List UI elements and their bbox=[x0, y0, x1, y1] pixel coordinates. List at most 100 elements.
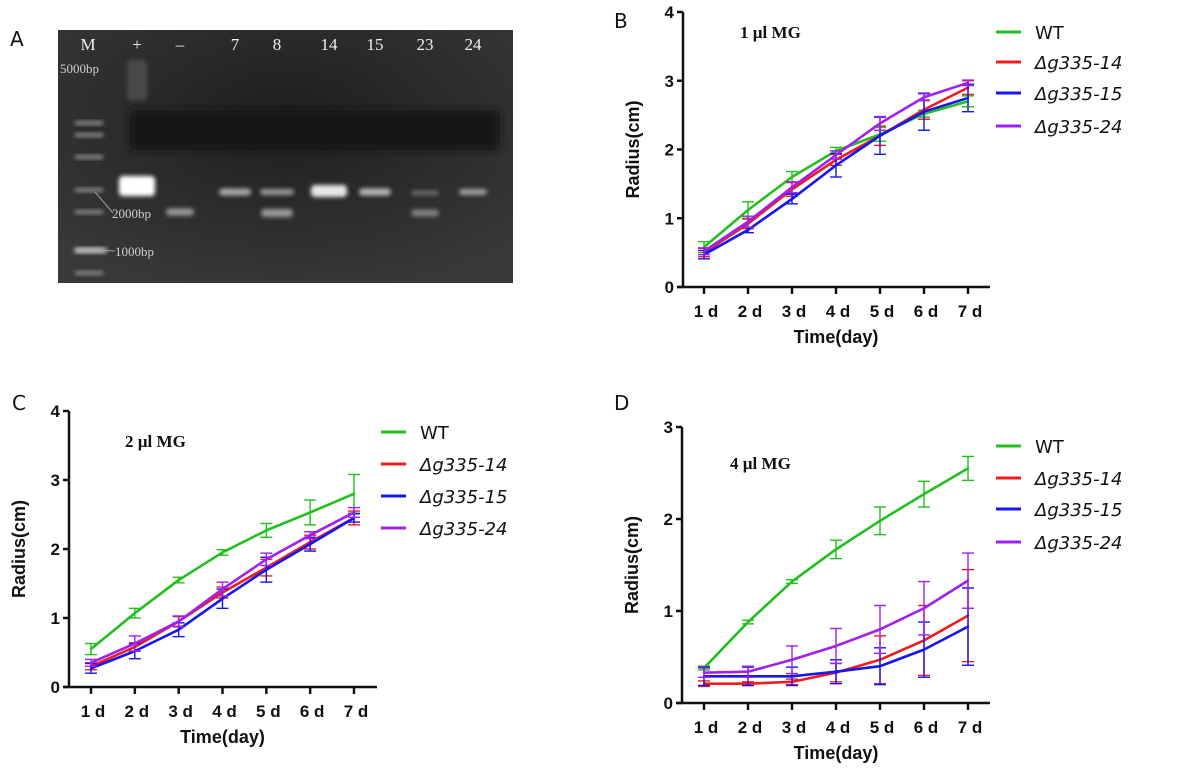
condition-annotation: 2 µl MG bbox=[125, 432, 186, 451]
gel-band bbox=[311, 185, 347, 197]
x-tick-label: 5 d bbox=[870, 302, 895, 321]
data-point bbox=[221, 551, 224, 554]
ladder-band bbox=[75, 133, 103, 137]
gel-lane-label: 23 bbox=[417, 35, 434, 54]
x-tick-label: 7 d bbox=[958, 302, 983, 321]
gel-lane-label: 14 bbox=[321, 35, 339, 54]
series-mutant-3 bbox=[698, 79, 974, 256]
data-point bbox=[922, 607, 926, 610]
data-point bbox=[790, 175, 794, 179]
series-mutant-3 bbox=[85, 506, 360, 667]
gel-lane-label: – bbox=[175, 35, 185, 54]
legend-label: Δg335-15 bbox=[418, 487, 508, 508]
gel-band bbox=[166, 208, 194, 216]
ladder-band bbox=[75, 121, 103, 125]
y-axis-title: Radius(cm) bbox=[9, 500, 29, 598]
marker-size-label: 5000bp bbox=[60, 61, 99, 76]
data-point bbox=[746, 620, 750, 624]
data-point bbox=[746, 228, 750, 232]
y-axis-title: Radius(cm) bbox=[622, 516, 642, 614]
data-point bbox=[746, 220, 750, 223]
series-wt bbox=[85, 473, 360, 656]
chart-panel-b: 0 1 2 3 4 1 d 2 d 3 d 4 d 5 d 6 d 7 d Time(day) Radiu… bbox=[623, 3, 1123, 347]
marker-pointer bbox=[94, 191, 114, 214]
y-tick-label: 0 bbox=[665, 278, 674, 297]
ladder-band bbox=[75, 188, 103, 192]
legend-label: WT bbox=[420, 423, 450, 444]
data-point bbox=[790, 580, 794, 583]
data-point bbox=[922, 110, 926, 113]
data-point bbox=[702, 671, 706, 674]
data-point bbox=[308, 511, 312, 514]
legend-label: Δg335-14 bbox=[418, 455, 508, 476]
ladder-band bbox=[75, 271, 103, 275]
legend-label: Δg335-24 bbox=[1033, 117, 1123, 138]
chart-panel-c: 0 1 2 3 4 1 d 2 d 3 d 4 d 5 d 6 d 7 d Time(day) Radiu… bbox=[9, 402, 508, 747]
x-tick-label: 2 d bbox=[738, 302, 763, 321]
series-wt bbox=[698, 455, 974, 671]
gel-lane-label: 15 bbox=[367, 35, 384, 54]
y-tick-label: 1 bbox=[665, 209, 674, 228]
y-tick-label: 2 bbox=[664, 510, 673, 529]
data-point bbox=[221, 587, 224, 591]
gel-lane-label: 7 bbox=[231, 35, 240, 54]
data-point bbox=[746, 208, 750, 212]
data-point bbox=[878, 665, 882, 668]
x-tick-label: 5 d bbox=[256, 702, 281, 721]
gel-band bbox=[411, 209, 439, 217]
data-point bbox=[878, 122, 882, 125]
panel-label-d: D bbox=[614, 391, 629, 415]
gel-dark-region bbox=[130, 110, 500, 150]
x-axis-title: Time(day) bbox=[794, 743, 879, 763]
x-tick-label: 3 d bbox=[168, 702, 193, 721]
x-tick-label: 2 d bbox=[125, 702, 150, 721]
legend-label: Δg335-15 bbox=[1033, 500, 1123, 521]
x-tick-label: 4 d bbox=[212, 702, 237, 721]
gel-band bbox=[119, 176, 155, 196]
x-tick-label: 1 d bbox=[694, 302, 719, 321]
gel-image: M + – 7 8 14 15 23 24 5000bp 2000bp 1000bp bbox=[58, 30, 513, 283]
y-tick-label: 3 bbox=[665, 72, 674, 91]
data-point bbox=[133, 642, 137, 645]
gel-band bbox=[459, 189, 487, 195]
gel-band bbox=[359, 188, 391, 196]
gel-lane-label: 24 bbox=[465, 35, 483, 54]
data-point bbox=[966, 467, 970, 470]
x-tick-label: 1 d bbox=[694, 718, 719, 737]
gel-band bbox=[261, 209, 293, 217]
gel-band bbox=[219, 188, 251, 196]
data-point bbox=[834, 153, 838, 157]
data-point bbox=[834, 644, 838, 648]
panel-label-c: C bbox=[12, 391, 26, 415]
gel-lane-label: 8 bbox=[273, 35, 282, 54]
x-tick-label: 2 d bbox=[738, 718, 763, 737]
marker-size-label: 1000bp bbox=[115, 244, 154, 259]
data-point bbox=[966, 96, 970, 100]
panel-label-a: A bbox=[10, 27, 24, 51]
gel-band bbox=[127, 60, 147, 100]
legend-label: Δg335-15 bbox=[1033, 84, 1123, 105]
x-tick-label: 4 d bbox=[826, 302, 851, 321]
x-axis-title: Time(day) bbox=[180, 727, 265, 747]
y-tick-label: 2 bbox=[51, 540, 60, 559]
data-point bbox=[746, 670, 750, 673]
data-point bbox=[966, 579, 970, 582]
data-point bbox=[89, 661, 93, 665]
data-point bbox=[89, 647, 93, 651]
chart-panel-d: 0 1 2 3 1 d 2 d 3 d 4 d 5 d 6 d 7 d Time(day) Radius… bbox=[622, 418, 1123, 763]
data-point bbox=[177, 628, 180, 631]
ladder-band bbox=[75, 155, 103, 159]
data-point bbox=[834, 548, 838, 551]
x-axis-title: Time(day) bbox=[794, 327, 879, 347]
data-point bbox=[834, 164, 838, 167]
marker-size-label: 2000bp bbox=[112, 206, 151, 221]
gel-lane-label: M bbox=[80, 35, 95, 54]
series-mutant-3 bbox=[698, 552, 974, 678]
y-tick-label: 1 bbox=[664, 602, 673, 621]
data-point bbox=[966, 625, 970, 628]
data-point bbox=[790, 197, 794, 201]
marker-pointer bbox=[99, 249, 116, 252]
condition-annotation: 4 µl MG bbox=[730, 454, 791, 473]
data-point bbox=[790, 186, 794, 189]
